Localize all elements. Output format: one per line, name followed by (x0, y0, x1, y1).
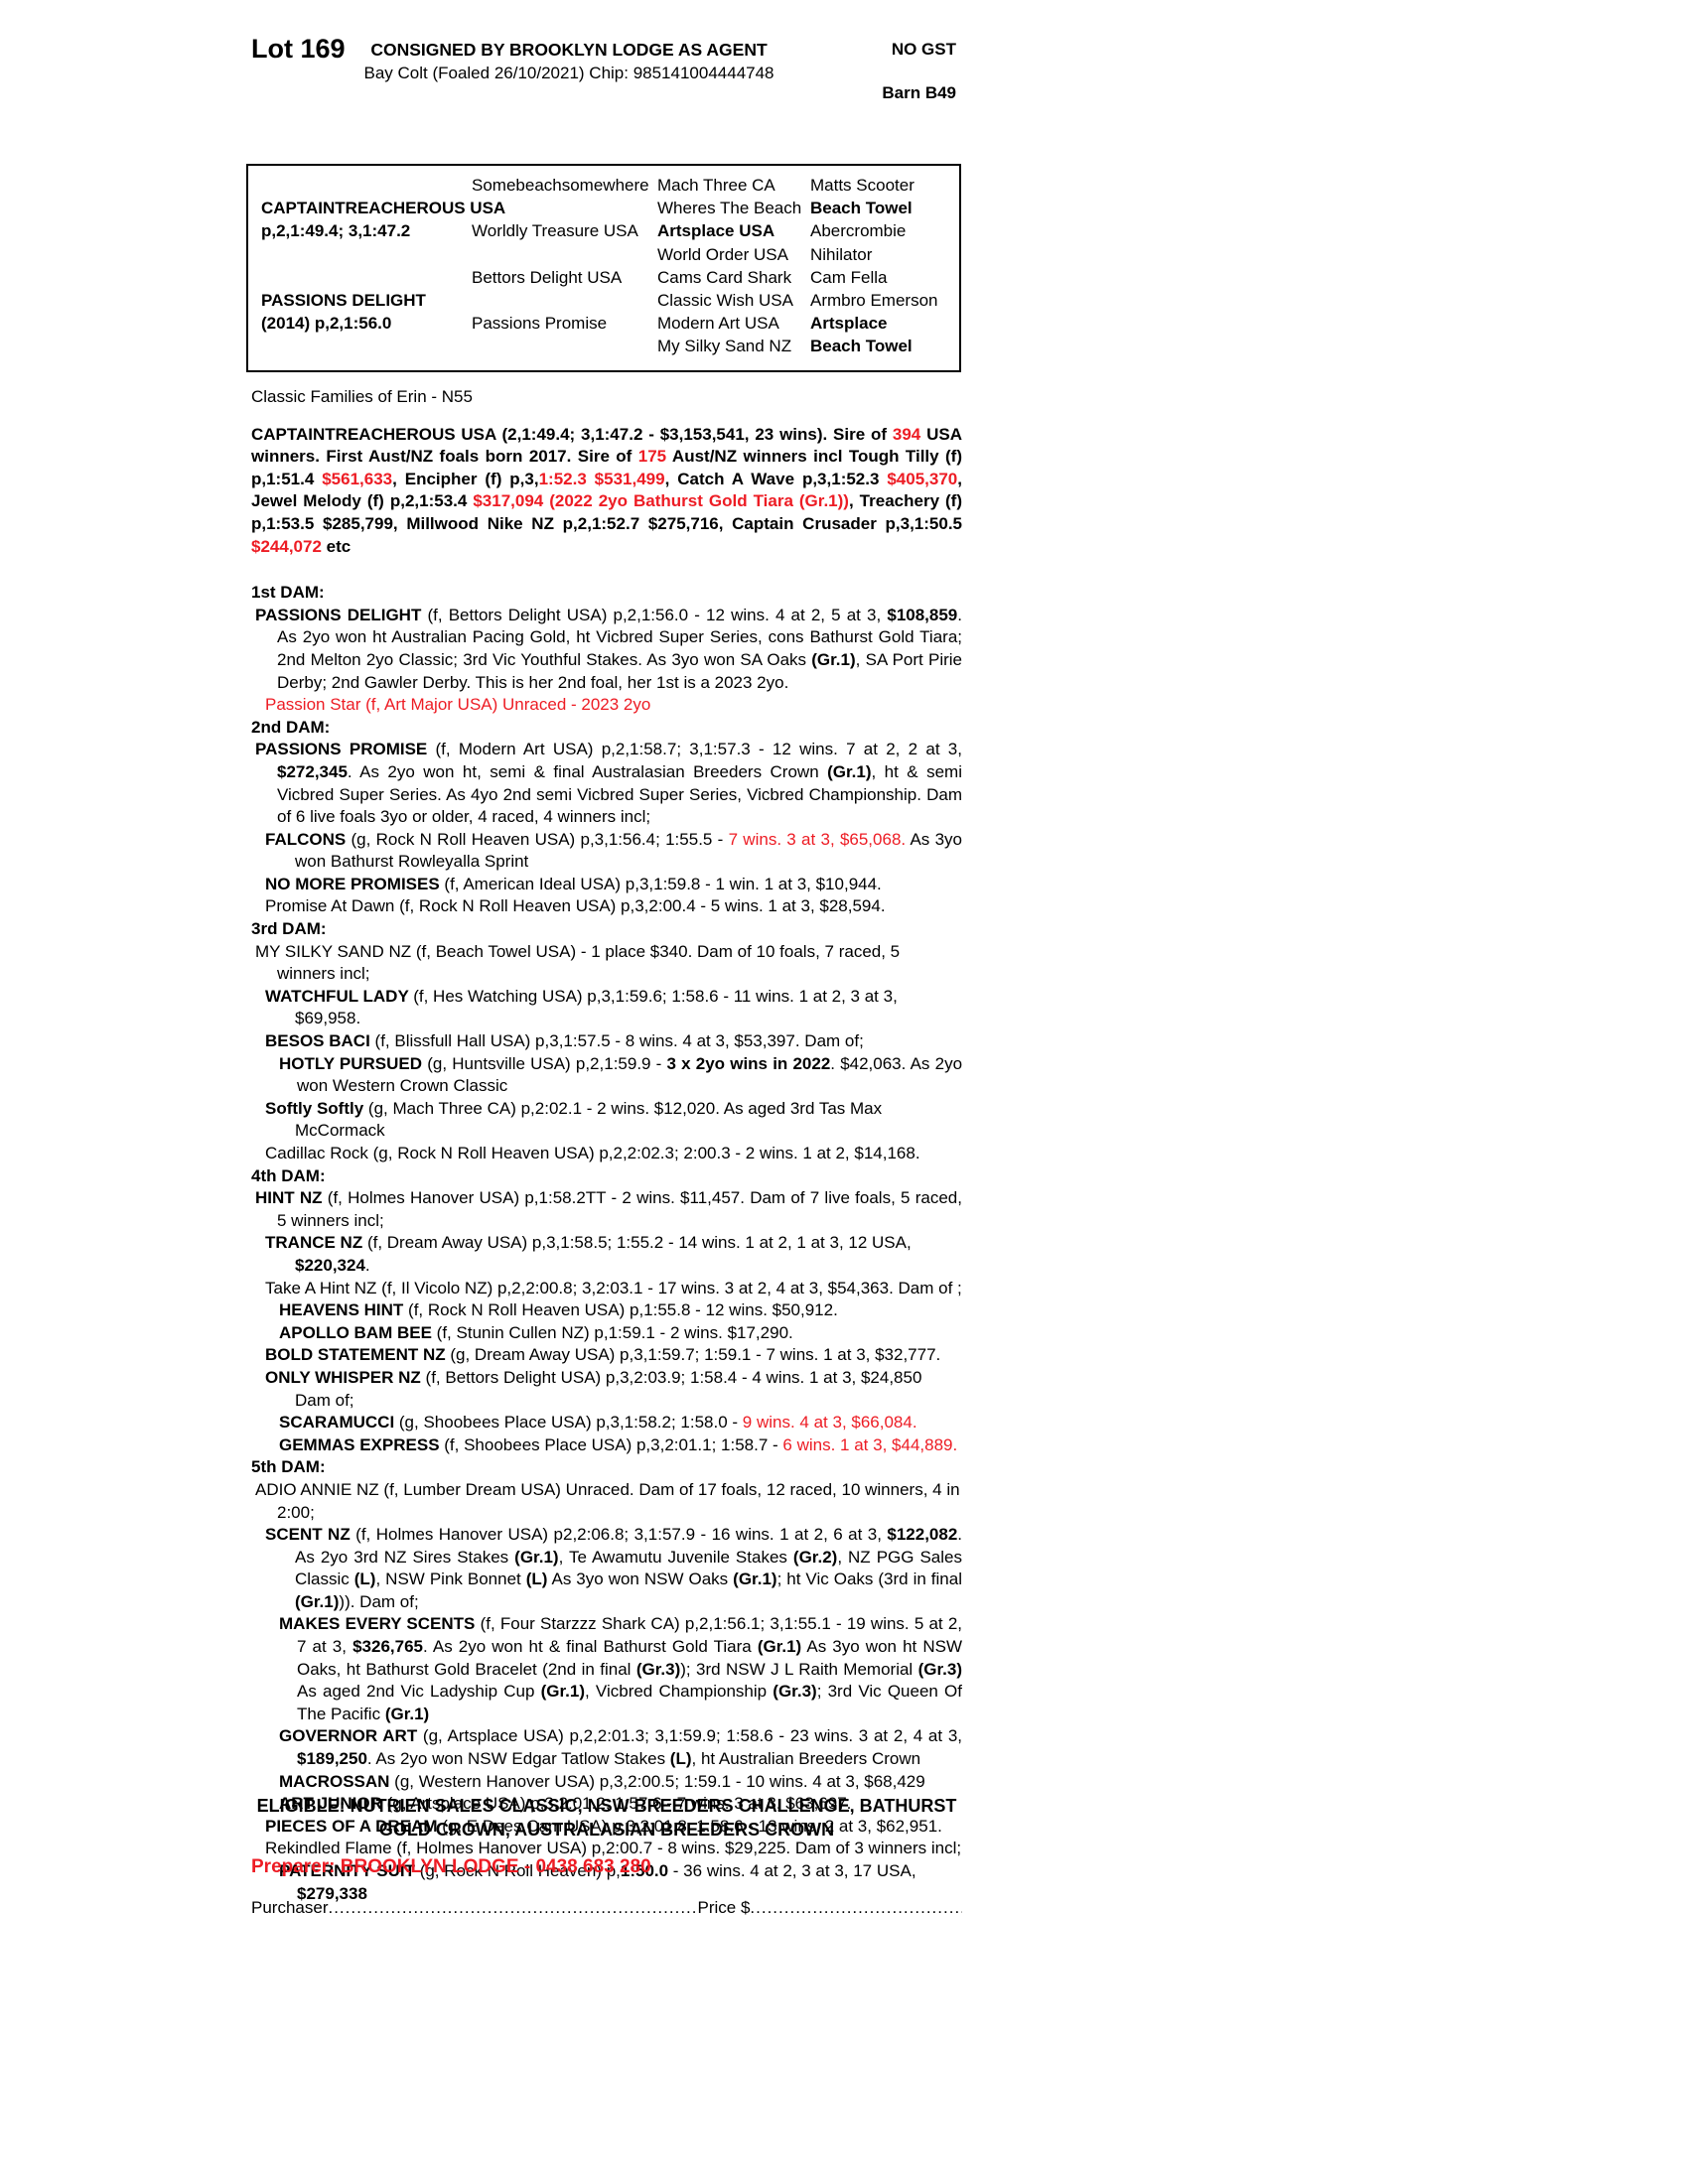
purchaser-label: Purchaser (251, 1897, 329, 1917)
entry-scent-nz: SCENT NZ (f, Holmes Hanover USA) p2,2:06… (265, 1525, 963, 1611)
pedigree-cell: Worldly Treasure USA (472, 221, 638, 241)
pedigree-cell: Somebeachsomewhere (472, 176, 649, 195)
pedigree-cell: Cam Fella (810, 267, 888, 287)
entry-scaramucci: SCARAMUCCI (g, Shoobees Place USA) p,3,1… (279, 1413, 917, 1433)
pedigree-cell (261, 335, 472, 357)
pedigree-cell: Abercrombie (810, 221, 907, 241)
pedigree-cell: Bettors Delight USA (472, 267, 623, 287)
purchaser-dots: ........................................… (328, 1897, 698, 1917)
dam2-heading: 2nd DAM: (251, 717, 331, 737)
dam3-my-silky-sand: MY SILKY SAND NZ (f, Beach Towel USA) - … (255, 941, 901, 984)
purchaser-line: Purchaser...............................… (251, 1897, 962, 1920)
entry-heavens-hint: HEAVENS HINT (f, Rock N Roll Heaven USA)… (279, 1300, 838, 1320)
header-center: CONSIGNED BY BROOKLYN LODGE AS AGENT Bay… (251, 40, 887, 83)
pedigree-table: Somebeachsomewhere Mach Three CA Matts Sco… (246, 164, 961, 372)
entry-hotly-pursued: HOTLY PURSUED (g, Huntsville USA) p,2,1:… (279, 1053, 963, 1096)
entry-gemmas-express: GEMMAS EXPRESS (f, Shoobees Place USA) p… (279, 1434, 958, 1454)
entry-apollo-bam-bee: APOLLO BAM BEE (f, Stunin Cullen NZ) p,1… (279, 1322, 793, 1342)
dam2-passions-promise: PASSIONS PROMISE (f, Modern Art USA) p,2… (255, 740, 962, 827)
entry-art-junior: ART JUNIOR (g, Artsplace USA) p,3,2:01.2… (279, 1794, 852, 1814)
pedigree-cell (472, 197, 657, 219)
horse-description: Bay Colt (Foaled 26/10/2021) Chip: 98514… (363, 64, 774, 82)
entry-only-whisper: ONLY WHISPER NZ (f, Bettors Delight USA)… (265, 1367, 922, 1410)
preparer-line: Preparer: BROOKLYN LODGE - 0438 683 280 (251, 1856, 651, 1877)
entry-paternity-suit: PATERNITY SUIT (g, Rock N Roll Heaven) p… (279, 1861, 916, 1903)
pedigree-cell: World Order USA (657, 244, 788, 264)
pedigree-cell (472, 289, 657, 312)
dam1-passions-delight: PASSIONS DELIGHT (f, Bettors Delight USA… (255, 605, 962, 692)
pedigree-cell: Beach Towel (810, 337, 913, 356)
dam4-heading: 4th DAM: (251, 1165, 326, 1185)
pedigree-cell: Wheres The Beach (657, 199, 802, 218)
pedigree-cell: Armbro Emerson (810, 290, 938, 310)
entry-no-more-promises: NO MORE PROMISES (f, American Ideal USA)… (265, 874, 882, 893)
entry-softly-softly: Softly Softly (g, Mach Three CA) p,2:02.… (265, 1098, 883, 1141)
pedigree-cell (472, 335, 657, 357)
pedigree-cell: Cams Card Shark (657, 267, 792, 287)
entry-promise-at-dawn: Promise At Dawn (f, Rock N Roll Heaven U… (265, 896, 886, 916)
pedigree-cell: Passions Promise (472, 314, 608, 334)
pedigree-cell: Mach Three CA (657, 176, 775, 195)
dam5-heading: 5th DAM: (251, 1457, 326, 1477)
dam3-heading: 3rd DAM: (251, 919, 327, 939)
pedigree-cell: Artsplace (810, 314, 888, 334)
gst-label: NO GST (891, 40, 956, 59)
entry-take-a-hint: Take A Hint NZ (f, Il Vicolo NZ) p,2,2:0… (265, 1278, 962, 1297)
entry-macrossan: MACROSSAN (g, Western Hanover USA) p,3,2… (279, 1771, 925, 1791)
dam5-adio-annie: ADIO ANNIE NZ (f, Lumber Dream USA) Unra… (255, 1479, 960, 1522)
header-right: NO GST Barn B49 (251, 40, 956, 103)
pedigree-cell (472, 243, 657, 266)
price-dots: ........................................… (750, 1897, 962, 1917)
barn-label: Barn B49 (882, 83, 956, 102)
pedigree-cell: PASSIONS DELIGHT (261, 290, 426, 310)
dam1-heading: 1st DAM: (251, 583, 325, 603)
pedigree-cell: Modern Art USA (657, 314, 779, 334)
entry-cadillac-rock: Cadillac Rock (g, Rock N Roll Heaven USA… (265, 1144, 920, 1162)
passion-star-line: Passion Star (f, Art Major USA) Unraced … (265, 695, 651, 715)
family-line: Classic Families of Erin - N55 (251, 387, 473, 406)
pedigree-cell (261, 266, 472, 289)
entry-trance-nz: TRANCE NZ (f, Dream Away USA) p,3,1:58.5… (265, 1233, 912, 1275)
entry-watchful-lady: WATCHFUL LADY (f, Hes Watching USA) p,3,… (265, 986, 898, 1028)
entry-governor-art: GOVERNOR ART (g, Artsplace USA) p,2,2:01… (279, 1726, 962, 1769)
entry-pieces-of-a-dream: PIECES OF A DREAM (g, E Dees Cam USA) p,… (265, 1816, 942, 1836)
pedigree-cell: Nihilator (810, 244, 873, 264)
price-label: Price $ (697, 1897, 751, 1917)
dam4-hint-nz: HINT NZ (f, Holmes Hanover USA) p,1:58.2… (255, 1188, 962, 1230)
pedigree-cell: Matts Scooter (810, 176, 914, 195)
pedigree-cell: p,2,1:49.4; 3,1:47.2 (261, 221, 411, 241)
pedigree-cell: My Silky Sand NZ (657, 337, 792, 356)
pedigree-cell (261, 174, 472, 197)
entry-makes-every-scents: MAKES EVERY SCENTS (f, Four Starzzz Shar… (279, 1614, 963, 1723)
eligible-line: ELIGIBLE: NUTRIEN SALES CLASSIC, NSW BRE… (256, 1796, 957, 1840)
entry-besos-baci: BESOS BACI (f, Blissfull Hall USA) p,3,1… (265, 1031, 864, 1051)
pedigree-cell: Classic Wish USA (657, 290, 793, 310)
footer-block: ELIGIBLE: NUTRIEN SALES CLASSIC, NSW BRE… (251, 1782, 962, 1919)
pedigree-cell: (2014) p,2,1:56.0 (261, 314, 392, 334)
entry-rekindled-flame: Rekindled Flame (f, Holmes Hanover USA) … (265, 1839, 962, 1858)
entry-falcons: FALCONS (g, Rock N Roll Heaven USA) p,3,… (265, 829, 962, 872)
pedigree-cell: Beach Towel (810, 199, 913, 218)
pedigree-cell: Artsplace USA (657, 221, 775, 241)
pedigree-text: Classic Families of Erin - N55 CAPTAINTRE… (251, 386, 962, 1905)
pedigree-cell: CAPTAINTREACHEROUS USA (261, 199, 506, 218)
consignor-line: CONSIGNED BY BROOKLYN LODGE AS AGENT (370, 40, 768, 60)
entry-bold-statement: BOLD STATEMENT NZ (g, Dream Away USA) p,… (265, 1345, 941, 1365)
lot-number: Lot 169 (251, 34, 346, 64)
sire-paragraph: CAPTAINTREACHEROUS USA (2,1:49.4; 3,1:47… (251, 424, 962, 556)
pedigree-cell (261, 243, 472, 266)
